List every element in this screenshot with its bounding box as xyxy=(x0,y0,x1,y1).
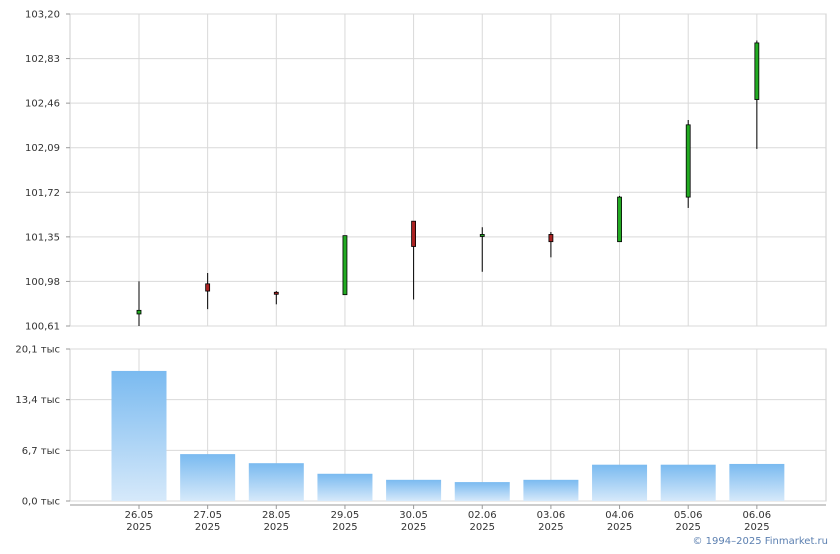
price-grid xyxy=(69,13,827,327)
volume-bar xyxy=(660,464,716,501)
x-tick-label-year: 2025 xyxy=(264,522,289,533)
candle-body xyxy=(342,235,348,296)
copyright-text: © 1994–2025 Finmarket.ru xyxy=(692,536,828,547)
x-tick-label-year: 2025 xyxy=(744,522,769,533)
volume-tick-label: 20,1 тыс xyxy=(15,345,60,356)
volume-bar xyxy=(592,464,648,501)
x-tick-label-day: 29.05 xyxy=(331,510,360,521)
price-tick-label: 102,83 xyxy=(25,54,60,65)
x-tick-label-day: 04.06 xyxy=(605,510,634,521)
price-tick-label: 102,46 xyxy=(25,99,60,110)
price-tick-label: 103,20 xyxy=(25,10,60,21)
volume-tick-label: 6,7 тыс xyxy=(22,446,60,457)
x-tick-label-day: 27.05 xyxy=(193,510,222,521)
price-tick-label: 101,35 xyxy=(25,232,60,243)
volume-bar xyxy=(111,370,167,501)
candle-body xyxy=(754,42,760,100)
x-tick-label-day: 05.06 xyxy=(674,510,703,521)
x-tick-label-day: 06.06 xyxy=(743,510,772,521)
candles-group xyxy=(136,40,760,326)
candle-body xyxy=(685,124,691,198)
volume-bar xyxy=(454,482,510,501)
x-tick-label-day: 28.05 xyxy=(262,510,291,521)
x-tick-label-year: 2025 xyxy=(607,522,632,533)
candle-body xyxy=(479,234,485,237)
x-tick-label-day: 03.06 xyxy=(537,510,566,521)
candle-body xyxy=(205,283,211,292)
x-tick-label-year: 2025 xyxy=(538,522,563,533)
volume-bar xyxy=(523,479,579,501)
volume-bar xyxy=(729,463,785,501)
volume-tick-label: 0,0 тыс xyxy=(22,497,60,508)
candle-body xyxy=(136,309,142,315)
volume-bar xyxy=(386,479,442,501)
x-tick-label-year: 2025 xyxy=(401,522,426,533)
x-tick-label-day: 30.05 xyxy=(399,510,428,521)
x-tick-label-year: 2025 xyxy=(332,522,357,533)
volume-tick-label: 13,4 тыс xyxy=(15,395,60,406)
x-tick-label-day: 02.06 xyxy=(468,510,497,521)
axes-group xyxy=(66,13,826,509)
candle-body xyxy=(548,234,554,243)
x-tick-label-day: 26.05 xyxy=(125,510,154,521)
x-tick-label-year: 2025 xyxy=(675,522,700,533)
volume-bars-group xyxy=(111,370,785,501)
price-tick-label: 101,72 xyxy=(25,188,60,199)
price-tick-label: 100,61 xyxy=(25,322,60,333)
candle-body xyxy=(411,220,417,247)
price-tick-label: 102,09 xyxy=(25,143,60,154)
candle-body xyxy=(273,291,279,295)
price-panel-frame xyxy=(69,13,827,327)
labels-group: 103,20 102,83 102,46 102,09 101,72 101,35 100,… xyxy=(15,10,771,534)
volume-bar xyxy=(317,473,373,501)
candle-body xyxy=(617,196,622,243)
x-tick-label-year: 2025 xyxy=(470,522,495,533)
volume-bar xyxy=(180,454,236,501)
x-tick-label-year: 2025 xyxy=(195,522,220,533)
volume-bar xyxy=(248,463,304,501)
x-tick-label-year: 2025 xyxy=(126,522,151,533)
price-tick-label: 100,98 xyxy=(25,277,60,288)
